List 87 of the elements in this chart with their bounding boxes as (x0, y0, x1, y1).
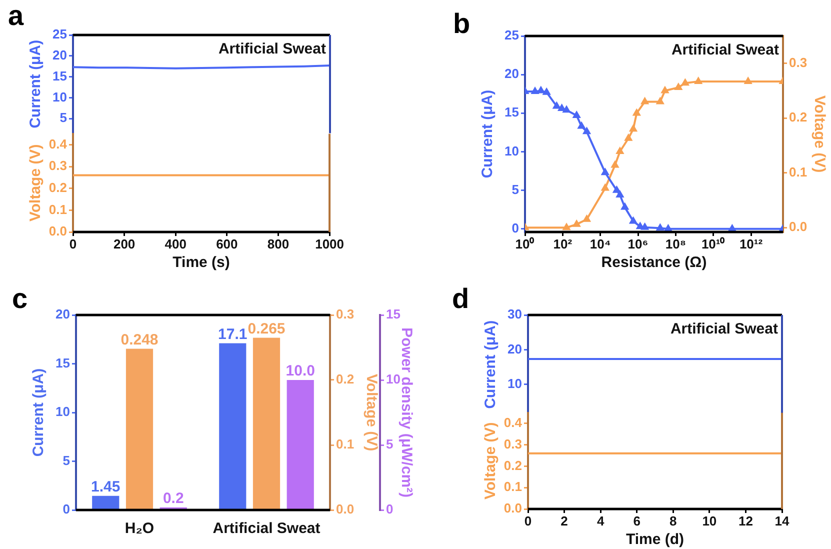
data-label: 17.1 (218, 326, 248, 343)
data-label: 0.248 (120, 331, 158, 348)
y-tick-label: 5 (512, 182, 519, 197)
y-tick-label: 5 (62, 452, 70, 468)
y2-tick-label: 0.0 (789, 219, 808, 234)
y3-tick-label: 5 (386, 436, 394, 452)
y3-tick-label: 15 (386, 306, 400, 322)
y-tick-label: 15 (56, 355, 70, 370)
y2-tick-label: 0.2 (336, 372, 354, 387)
y-tick-label: 0.3 (504, 436, 522, 452)
annotation: Artificial Sweat (218, 40, 326, 58)
x-tick-label: 12 (738, 513, 753, 528)
x-tick-label: 10¹⁰ (701, 236, 726, 252)
y-tick-label: 0.0 (504, 500, 522, 516)
y-tick-label: 10 (56, 404, 70, 420)
x-tick-label: 10⁰ (515, 236, 535, 252)
x-tick-label: 6 (633, 513, 640, 528)
x-tick-label: 14 (774, 513, 790, 528)
y-tick-label: 20 (504, 66, 519, 82)
y-tick-label: 15 (52, 68, 67, 84)
x-tick-label: 10⁸ (665, 236, 686, 252)
chart-title: a (8, 0, 24, 31)
y-tick-label: 10 (504, 143, 519, 158)
x-tick-label: 10⁴ (590, 236, 611, 252)
x-tick-label: 4 (596, 513, 605, 528)
y-axis-title: Current (μA) (482, 320, 500, 409)
x-tick-label: 10¹² (739, 236, 764, 252)
x-tick-label: Artificial Sweat (212, 520, 320, 538)
x-tick-label: 10 (702, 513, 717, 528)
x-tick-label: 400 (164, 236, 186, 252)
y-tick-label: 10 (52, 89, 67, 104)
x-axis-title: Resistance (Ω) (601, 254, 707, 272)
data-label: 0.265 (248, 320, 286, 338)
chart-title: d (452, 283, 470, 314)
chart-title: b (453, 8, 470, 39)
y-tick-label: 20 (508, 341, 522, 356)
y-tick-label: 0.1 (48, 202, 67, 217)
y-tick-label: 15 (504, 104, 519, 120)
y-tick-label: 30 (508, 306, 522, 322)
x-tick-label: 2 (560, 513, 568, 528)
x-tick-label: 10⁶ (628, 236, 648, 252)
annotation: Artificial Sweat (671, 42, 779, 59)
y-tick-label: 0.4 (504, 415, 523, 430)
y-tick-label: 0.3 (48, 158, 67, 174)
y2-tick-label: 0.2 (789, 110, 808, 125)
y-tick-label: 25 (504, 28, 519, 43)
y-tick-label: 0.2 (504, 458, 522, 473)
y-tick-label: 20 (56, 306, 70, 322)
x-axis-title: Time (s) (172, 254, 230, 272)
y-tick-label: 5 (60, 110, 67, 126)
y-tick-label: 25 (52, 26, 67, 42)
y-tick-label: 0.1 (504, 479, 522, 494)
chart-title: c (12, 283, 28, 314)
data-label: 10.0 (286, 362, 315, 380)
y-axis-title: Voltage (V) (27, 144, 44, 222)
y2-axis-title: Voltage (V) (810, 95, 828, 173)
y2-axis-title: Voltage (V) (362, 374, 380, 452)
y3-tick-label: 0 (386, 502, 394, 517)
y-tick-label: 0.2 (48, 180, 67, 195)
y-tick-label: 0 (62, 502, 70, 517)
y2-tick-label: 0.3 (336, 306, 354, 322)
y-tick-label: 0.0 (48, 224, 67, 239)
y3-tick-label: 10 (386, 372, 400, 387)
y2-tick-label: 0.1 (336, 436, 354, 452)
y-tick-label: 10 (508, 376, 522, 391)
y-axis-title: Current (μA) (30, 368, 48, 457)
data-label: 1.45 (91, 478, 120, 496)
x-tick-label: H₂O (124, 520, 154, 538)
x-tick-label: 200 (113, 236, 136, 252)
y-axis-title: Current (μA) (27, 40, 44, 128)
y-tick-label: 20 (52, 47, 67, 62)
x-tick-label: 800 (267, 236, 290, 252)
data-label: 0.2 (162, 490, 184, 508)
x-tick-label: 8 (670, 513, 677, 528)
x-tick-label: 1000 (315, 236, 344, 252)
x-tick-label: 10² (553, 236, 573, 252)
x-axis-title: Time (d) (626, 531, 684, 548)
y-axis-title: Voltage (V) (482, 422, 500, 500)
annotation: Artificial Sweat (670, 320, 778, 338)
y-axis-title: Current (μA) (479, 90, 496, 178)
x-tick-label: 0 (524, 513, 532, 528)
y2-tick-label: 0.0 (336, 502, 354, 517)
x-tick-label: 600 (216, 236, 238, 252)
y2-tick-label: 0.3 (789, 54, 808, 70)
y2-tick-label: 0.1 (789, 164, 808, 180)
y-tick-label: 0.4 (48, 136, 68, 152)
y-tick-label: 0 (512, 220, 519, 236)
